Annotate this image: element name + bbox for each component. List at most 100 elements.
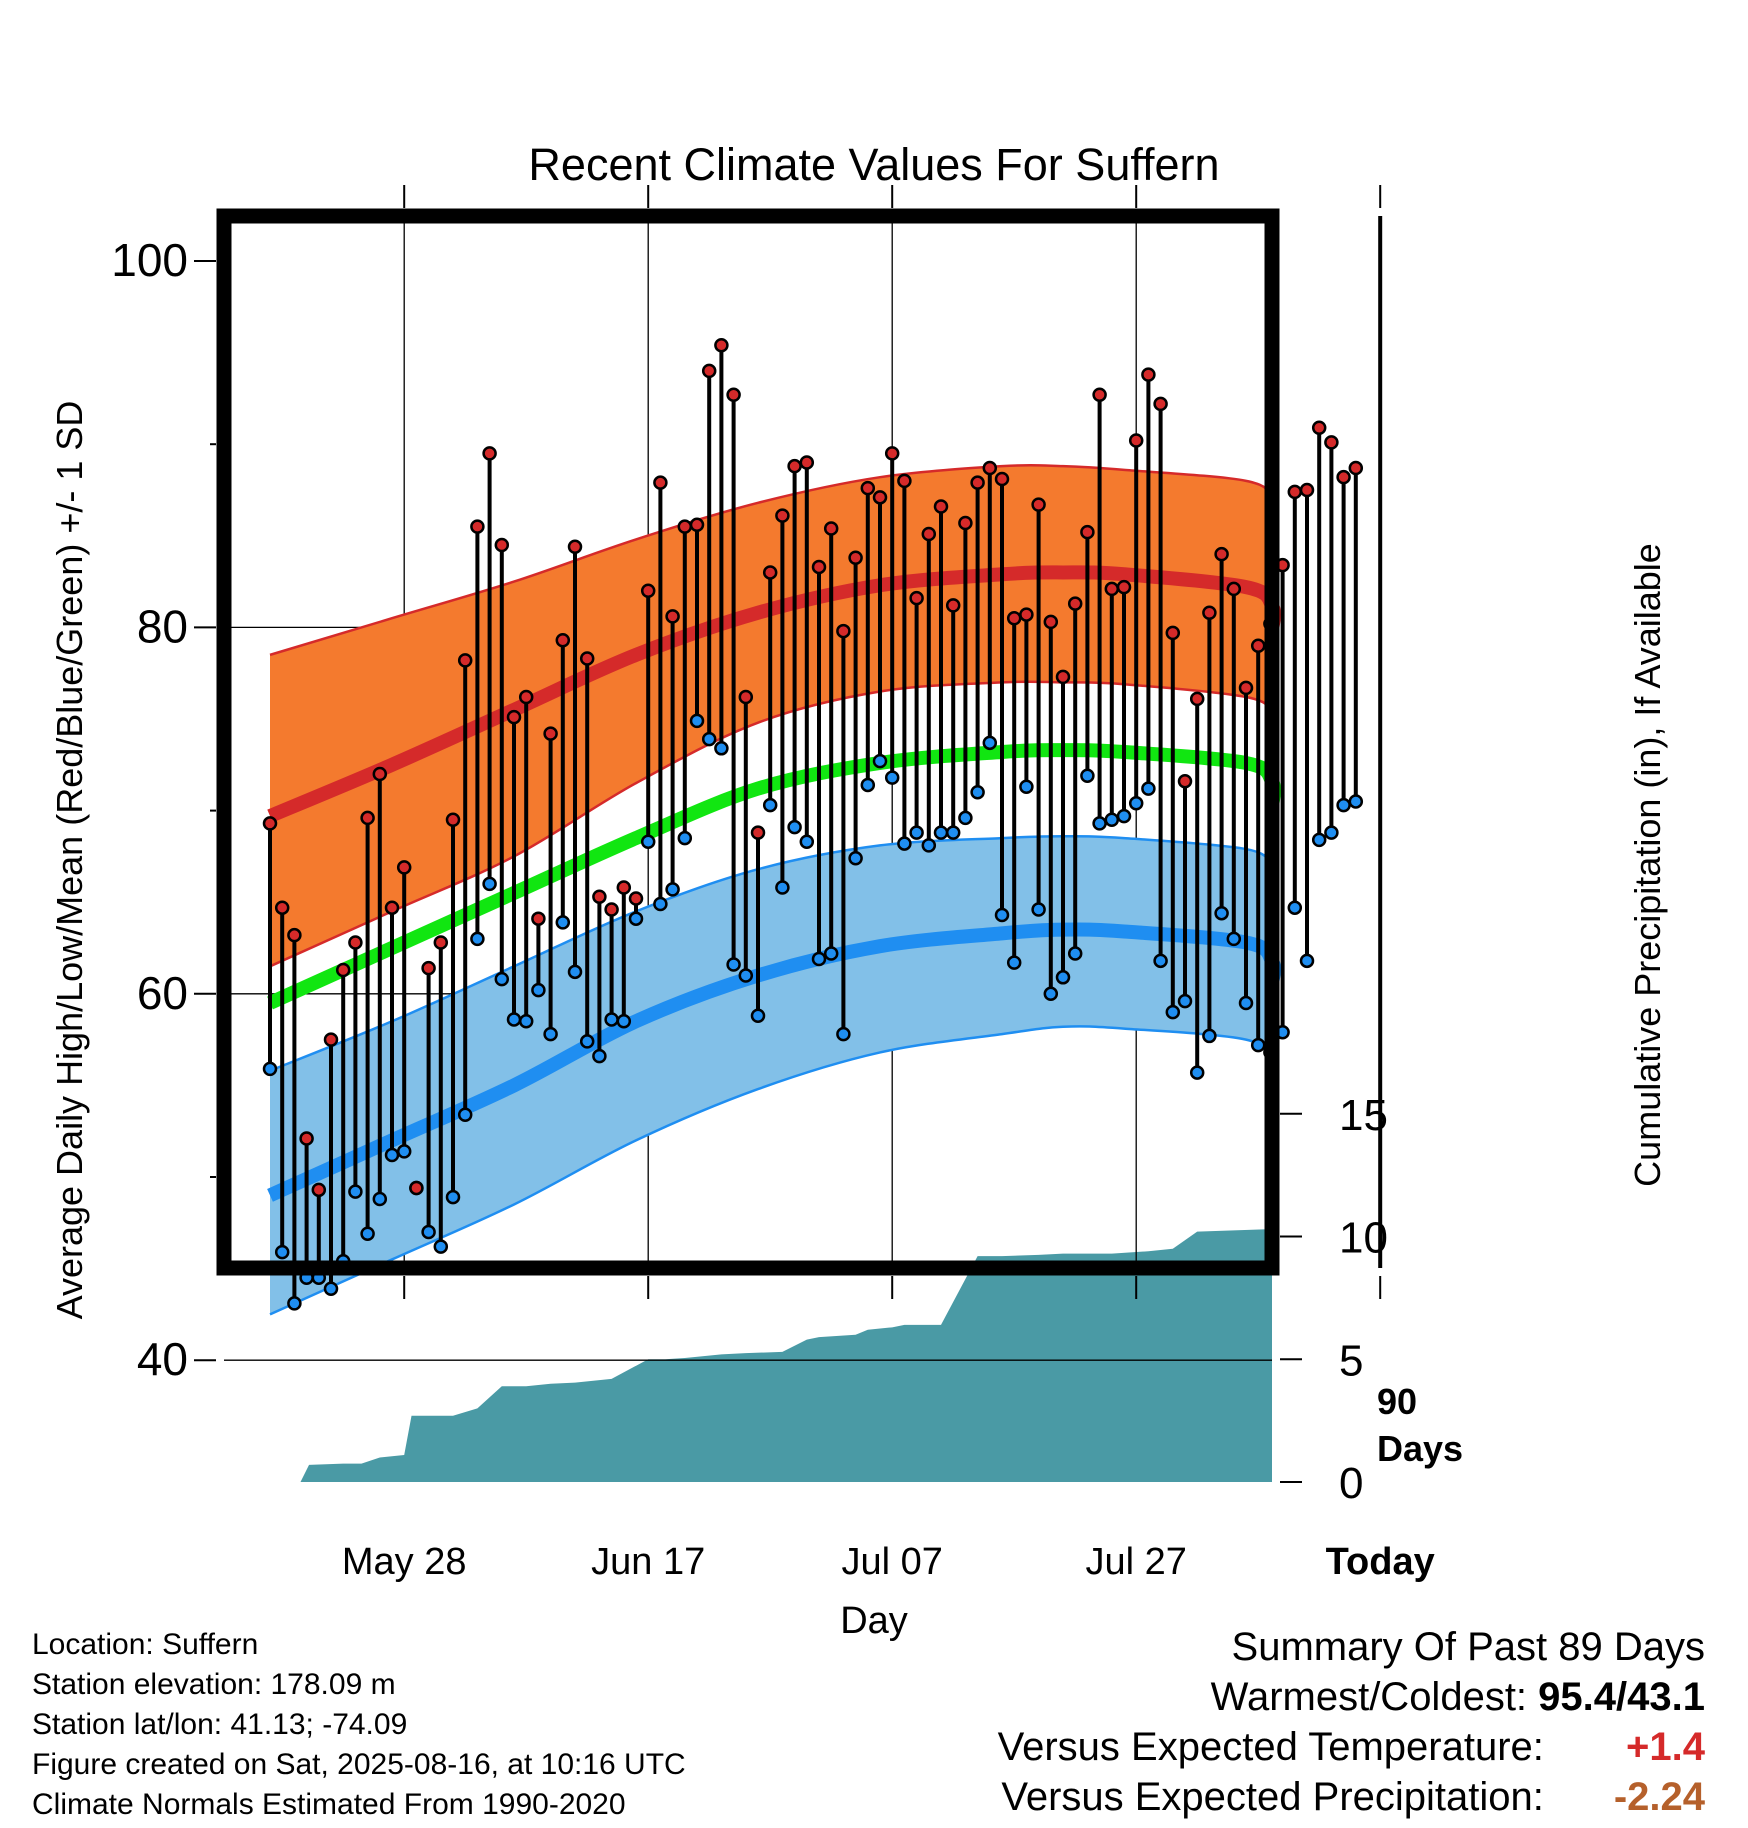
low-point xyxy=(921,838,937,853)
low-point xyxy=(640,834,656,849)
low-point xyxy=(1336,797,1351,813)
summary-extremes-row: Warmest/Coldest: 95.4/43.1 xyxy=(998,1672,1705,1722)
high-point xyxy=(323,1032,339,1047)
high-point xyxy=(262,816,278,831)
low-point xyxy=(909,825,924,840)
high-point xyxy=(360,810,375,826)
high-point xyxy=(933,499,949,514)
y2-axis-label: Cumulative Precipitation (in), If Availa… xyxy=(1627,543,1668,1187)
high-point xyxy=(701,363,717,379)
high-point xyxy=(287,927,302,943)
normals-text: Climate Normals Estimated From 1990-2020 xyxy=(32,1788,626,1821)
marker-label-number: 90 xyxy=(1377,1381,1417,1422)
high-sd-band-upper-edge xyxy=(269,463,1276,657)
high-point xyxy=(897,473,912,489)
high-point xyxy=(1250,638,1266,653)
low-point xyxy=(1287,900,1303,915)
low-point xyxy=(689,713,705,729)
high-point xyxy=(1153,396,1168,412)
high-point xyxy=(628,891,644,906)
elevation-text: Station elevation: 178.09 m xyxy=(32,1668,396,1701)
low-sd-band xyxy=(270,836,1274,1315)
low-point xyxy=(396,1144,412,1159)
low-point xyxy=(677,830,693,846)
low-point xyxy=(1019,779,1034,795)
low-point xyxy=(592,1048,607,1064)
low-point xyxy=(1067,946,1083,961)
high-point xyxy=(750,825,766,840)
y-tick-label: 100 xyxy=(111,234,188,286)
high-point xyxy=(1348,460,1364,476)
low-point xyxy=(1006,955,1022,970)
low-point xyxy=(848,850,863,866)
high-point xyxy=(689,517,705,533)
low-point xyxy=(348,1184,363,1199)
high-point xyxy=(1006,610,1022,626)
x-tick-label: Jul 27 xyxy=(1085,1541,1186,1583)
high-point xyxy=(482,446,497,461)
low-point xyxy=(1250,1037,1266,1053)
high-point xyxy=(823,521,839,536)
high-point xyxy=(848,550,863,566)
low-point xyxy=(1238,995,1254,1011)
high-point xyxy=(1336,469,1351,485)
high-point xyxy=(372,766,388,782)
x-tick-label: Today xyxy=(1326,1541,1435,1583)
high-point xyxy=(494,537,510,553)
chart-title: Recent Climate Values For Suffern xyxy=(528,139,1219,190)
low-point xyxy=(1116,808,1132,824)
low-point xyxy=(775,880,790,895)
extremes-label: Warmest/Coldest: xyxy=(1210,1675,1528,1719)
low-point xyxy=(616,1014,632,1029)
high-point xyxy=(958,515,973,531)
low-sd-band-lower-edge xyxy=(269,1025,1276,1316)
low-point xyxy=(274,1244,290,1260)
y2-tick-label: 5 xyxy=(1339,1336,1363,1385)
low-point xyxy=(1165,1004,1181,1020)
low-point xyxy=(506,1012,522,1027)
low-point xyxy=(1141,781,1156,796)
summary-temp-row: Versus Expected Temperature: +1.4 xyxy=(998,1722,1705,1772)
temp-label: Versus Expected Temperature: xyxy=(997,1725,1544,1769)
high-point xyxy=(1104,581,1120,597)
high-point xyxy=(860,480,876,496)
y-tick-label: 80 xyxy=(137,600,188,652)
high-point xyxy=(970,475,985,490)
low-point xyxy=(494,971,510,987)
low-point xyxy=(1189,1065,1205,1080)
low-point xyxy=(372,1191,388,1207)
high-point xyxy=(409,1180,424,1196)
high-point xyxy=(384,900,400,915)
low-point xyxy=(799,834,815,849)
high-point xyxy=(579,651,595,666)
high-point xyxy=(1067,596,1083,611)
low-point xyxy=(714,741,729,756)
summary-panel: Summary Of Past 89 Days Warmest/Coldest:… xyxy=(998,1622,1705,1822)
low-point xyxy=(787,819,802,835)
high-point xyxy=(311,1182,327,1198)
high-point xyxy=(872,490,888,505)
low-point xyxy=(1092,816,1107,831)
high-point xyxy=(994,471,1010,487)
high-point xyxy=(1092,387,1107,402)
high-point xyxy=(762,565,778,580)
y2-tick-label: 0 xyxy=(1339,1459,1363,1508)
low-point xyxy=(1055,970,1071,985)
high-point xyxy=(518,689,534,705)
low-point xyxy=(958,810,973,826)
axis-ticks: May 28 Jun 17 Jul 07 Jul 27 Today 40 60 80 100 0 5… xyxy=(111,185,1435,1583)
station-info: Location: Suffern Station elevation: 178… xyxy=(32,1625,686,1825)
plot-frame xyxy=(216,208,1280,1276)
high-point xyxy=(1165,625,1181,641)
low-point xyxy=(1202,1028,1217,1044)
low-point xyxy=(1080,768,1095,784)
high-point xyxy=(604,902,619,917)
low-point xyxy=(994,907,1010,923)
low-point xyxy=(543,1026,558,1042)
high-point xyxy=(531,911,546,926)
low-point xyxy=(1324,825,1339,840)
plot-border xyxy=(216,208,1280,1276)
low-point xyxy=(531,982,546,998)
low-point xyxy=(360,1226,375,1242)
low-point xyxy=(1031,902,1046,917)
